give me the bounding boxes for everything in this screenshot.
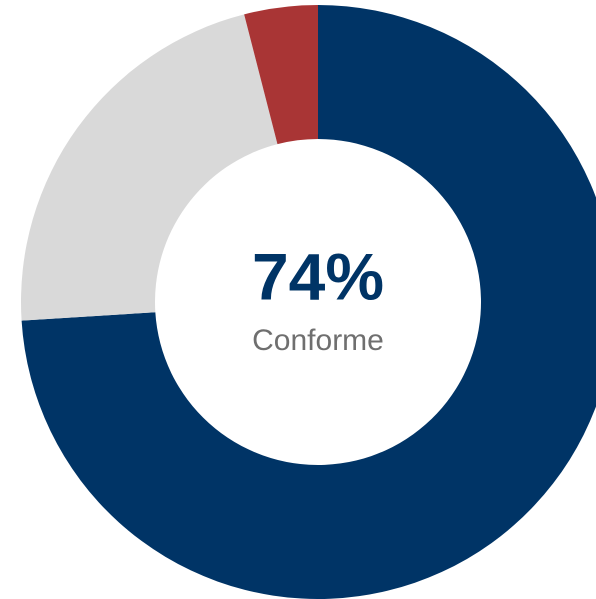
center-label: Conforme [252, 324, 384, 357]
donut-segment [244, 5, 318, 145]
donut-segment [20, 14, 278, 321]
donut-segment [21, 5, 596, 599]
segments [20, 5, 596, 599]
center-value: 74% [252, 239, 384, 313]
